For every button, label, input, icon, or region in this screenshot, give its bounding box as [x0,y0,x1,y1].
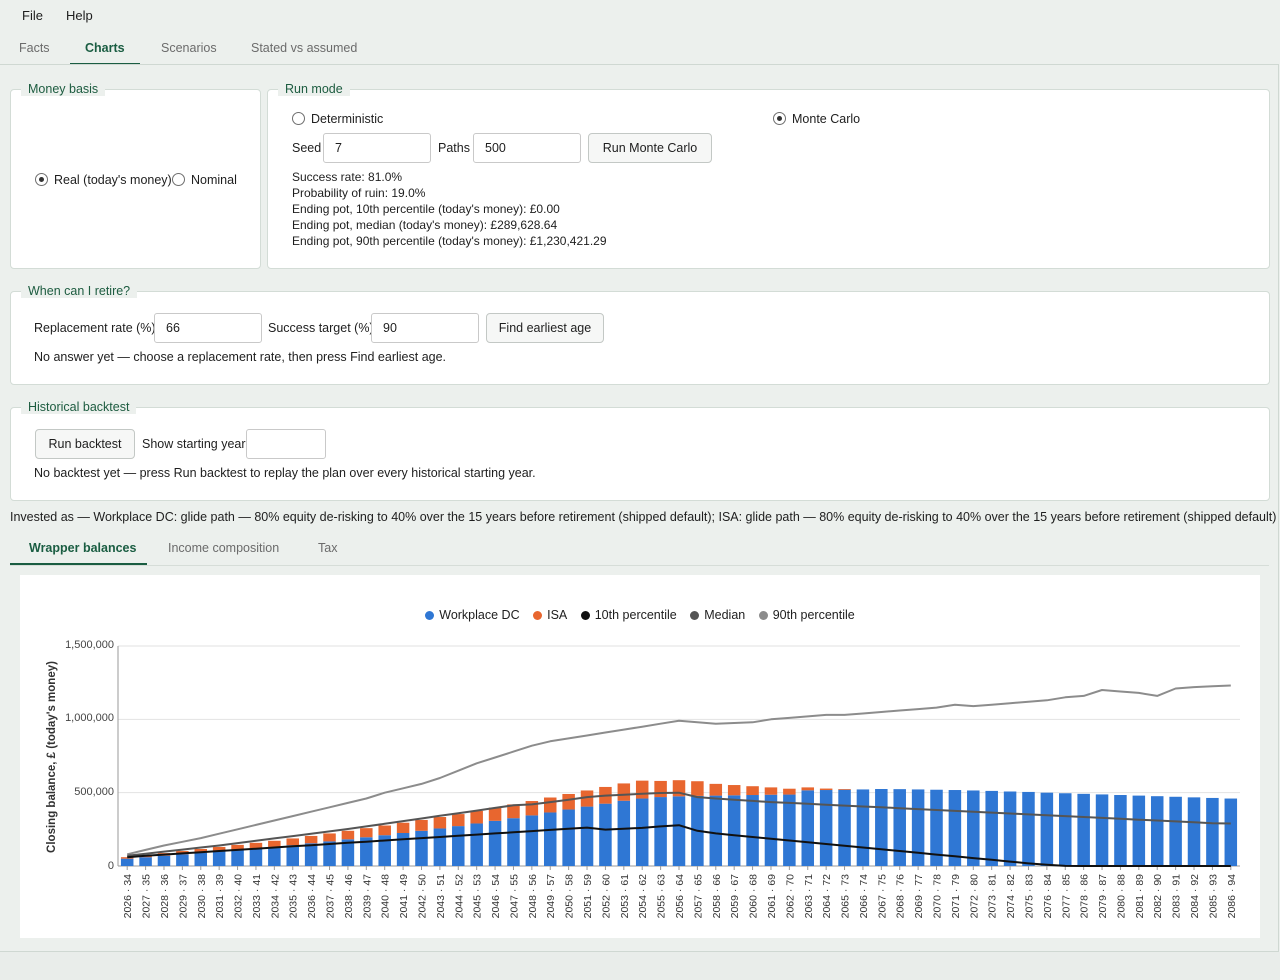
menu-help[interactable]: Help [66,8,93,23]
run-mode-group: Run mode Deterministic Monte Carlo Seed … [267,82,1270,269]
retire-status: No answer yet — choose a replacement rat… [34,350,447,364]
legend-dot-isa [533,611,543,620]
radio-deterministic[interactable] [292,112,305,125]
legend-isa[interactable]: ISA [533,608,567,622]
status-strip [0,952,1280,980]
run-mode-title: Run mode [278,82,350,96]
tab-scenarios[interactable]: Scenarios [161,41,217,55]
paths-input[interactable]: 500 [473,133,581,163]
main-tabs: Facts Charts Scenarios Stated vs assumed [0,34,1280,66]
chart-background [20,575,1260,938]
money-basis-group: Money basis Real (today's money) Nominal [10,82,261,269]
run-monte-carlo-button[interactable]: Run Monte Carlo [588,133,712,163]
y-tick-label: 1,000,000 [65,712,114,724]
find-earliest-age-button[interactable]: Find earliest age [486,313,604,343]
legend-label-p90: 90th percentile [772,608,855,622]
legend-dot-p90 [758,611,768,620]
replacement-rate-input[interactable]: 66 [154,313,262,343]
legend-label-workplace-dc: Workplace DC [439,608,520,622]
legend-label-median: Median [704,608,746,622]
y-axis-label: Closing balance, £ (today's money) [46,661,58,853]
seed-label: Seed [292,141,322,155]
tab-charts[interactable]: Charts [85,41,125,55]
starting-year-input[interactable] [246,429,326,459]
radio-monte-carlo-label: Monte Carlo [792,112,861,126]
legend-dot-workplace-dc [425,611,435,620]
y-tick-label: 1,500,000 [65,639,114,651]
active-chart-tab-indicator [10,563,147,565]
tab-wrapper-balances[interactable]: Wrapper balances [29,541,137,555]
radio-deterministic-label: Deterministic [311,112,384,126]
retire-group: When can I retire? Replacement rate (%) … [10,284,1270,385]
result-p90-ending-pot: Ending pot, 90th percentile (today's mon… [292,234,607,248]
radio-nominal-label: Nominal [191,173,237,187]
radio-real[interactable] [35,173,48,186]
radio-nominal[interactable] [172,173,185,186]
success-target-input[interactable]: 90 [371,313,479,343]
result-median-ending-pot: Ending pot, median (today's money): £289… [292,218,558,232]
y-tick-label: 0 [107,860,114,872]
success-target-label: Success target (%) [268,321,374,335]
seed-input[interactable]: 7 [323,133,431,163]
tab-facts[interactable]: Facts [19,41,50,55]
run-backtest-button[interactable]: Run backtest [35,429,135,459]
backtest-group: Historical backtest Run backtest Show st… [10,400,1270,501]
result-probability-of-ruin: Probability of ruin: 19.0% [292,186,426,200]
chart-legend: Workplace DC ISA 10th percentile Median … [0,608,1280,622]
retire-title: When can I retire? [21,284,138,298]
money-basis-title: Money basis [21,82,106,96]
radio-real-label: Real (today's money) [54,173,172,187]
legend-median[interactable]: Median [690,608,745,622]
paths-label: Paths [438,141,470,155]
radio-monte-carlo[interactable] [773,112,786,125]
legend-label-isa: ISA [547,608,568,622]
menu-bar: File Help [0,0,1280,32]
result-p10-ending-pot: Ending pot, 10th percentile (today's mon… [292,202,560,216]
backtest-title: Historical backtest [21,400,137,414]
chart-container [10,565,1269,946]
legend-dot-p10 [580,611,590,620]
tab-tax[interactable]: Tax [318,541,338,555]
legend-label-p10: 10th percentile [594,608,677,622]
legend-p10[interactable]: 10th percentile [580,608,677,622]
tab-stated-vs-assumed[interactable]: Stated vs assumed [251,41,358,55]
tab-income-composition[interactable]: Income composition [168,541,280,555]
legend-p90[interactable]: 90th percentile [758,608,855,622]
menu-file[interactable]: File [22,8,43,23]
backtest-status: No backtest yet — press Run backtest to … [34,466,536,480]
show-starting-year-label: Show starting year [142,437,246,451]
invested-as-text: Invested as — Workplace DC: glide path —… [10,510,1277,524]
legend-workplace-dc[interactable]: Workplace DC [425,608,520,622]
replacement-rate-label: Replacement rate (%) [34,321,156,335]
y-tick-label: 500,000 [74,786,114,798]
legend-dot-median [690,611,700,620]
result-success-rate: Success rate: 81.0% [292,170,403,184]
